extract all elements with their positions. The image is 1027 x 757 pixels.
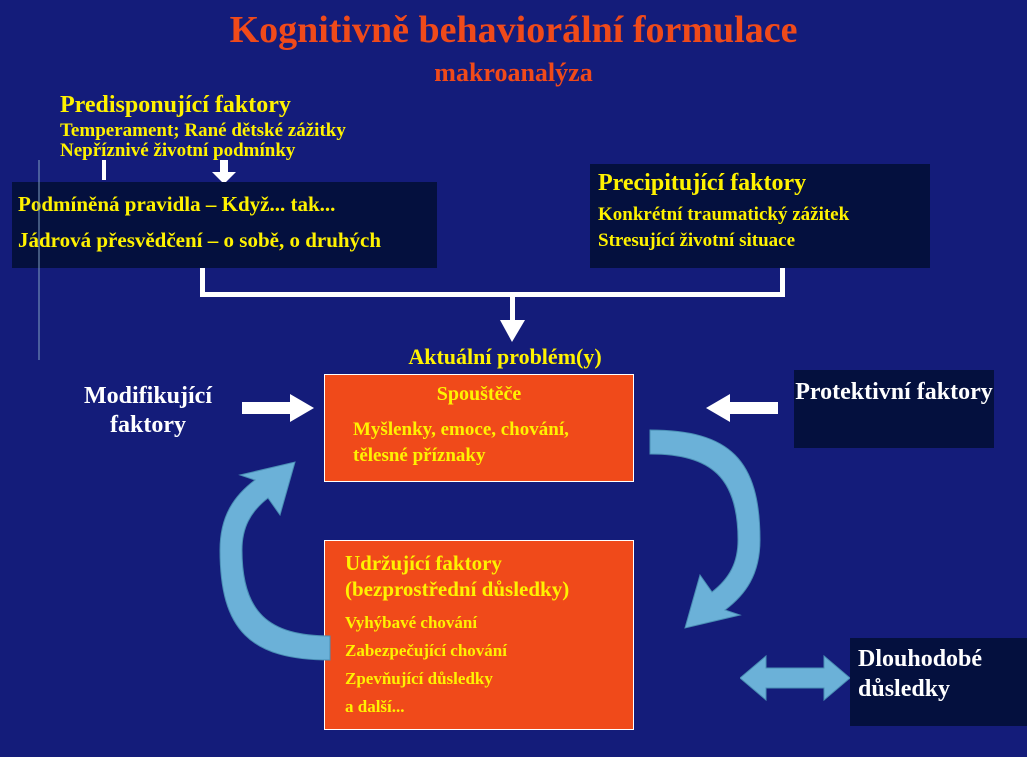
- protective-label: Protektivní faktory: [795, 378, 993, 407]
- longterm-label: Dlouhodobé důsledky: [858, 644, 1027, 704]
- protective-box: Protektivní faktory: [794, 370, 994, 448]
- maintaining-heading2: (bezprostřední důsledky): [345, 577, 569, 602]
- arrow-down-small-icon: [212, 160, 236, 184]
- maintaining-heading1: Udržující faktory: [345, 551, 502, 576]
- precipitating-line2: Stresující životní situace: [598, 230, 795, 252]
- rules-line2: Jádrová přesvědčení – o sobě, o druhých: [18, 228, 381, 253]
- triggers-box: Spouštěče Myšlenky, emoce, chování, těle…: [324, 374, 634, 482]
- current-problem-label: Aktuální problém(y): [330, 344, 680, 370]
- predisposing-line1: Temperament; Rané dětské zážitky: [60, 120, 346, 142]
- cycle-arrow-left-icon: [180, 430, 340, 690]
- arrow-right-modifying-icon: [242, 394, 314, 422]
- slide-title: Kognitivně behaviorální formulace: [0, 8, 1027, 52]
- maintaining-line1: Vyhýbavé chování: [345, 613, 477, 633]
- double-arrow-longterm-icon: [740, 652, 850, 704]
- triggers-heading: Spouštěče: [325, 383, 633, 406]
- connector-bracket: [190, 268, 810, 348]
- precipitating-line1: Konkrétní traumatický zážitek: [598, 204, 849, 226]
- longterm-box: Dlouhodobé důsledky: [850, 638, 1027, 726]
- maintaining-line3: Zpevňující důsledky: [345, 669, 493, 689]
- precipitating-box: Precipitující faktory Konkrétní traumati…: [590, 164, 930, 268]
- rules-box: Podmíněná pravidla – Když... tak... Jádr…: [12, 182, 437, 268]
- rules-line1: Podmíněná pravidla – Když... tak...: [18, 192, 335, 217]
- maintaining-line4: a další...: [345, 697, 405, 717]
- vertical-guide-line: [38, 160, 42, 360]
- maintaining-box: Udržující faktory (bezprostřední důsledk…: [324, 540, 634, 730]
- cycle-arrow-right-icon: [640, 400, 800, 640]
- maintaining-line2: Zabezpečující chování: [345, 641, 507, 661]
- slide-subtitle: makroanalýza: [0, 58, 1027, 88]
- triggers-body: Myšlenky, emoce, chování, tělesné přízna…: [353, 417, 613, 468]
- predisposing-line2: Nepříznivé životní podmínky: [60, 140, 295, 162]
- predisposing-heading: Predisponující faktory: [60, 92, 291, 119]
- connector-predisposing-to-rules-1: [100, 160, 108, 180]
- precipitating-heading: Precipitující faktory: [598, 170, 806, 197]
